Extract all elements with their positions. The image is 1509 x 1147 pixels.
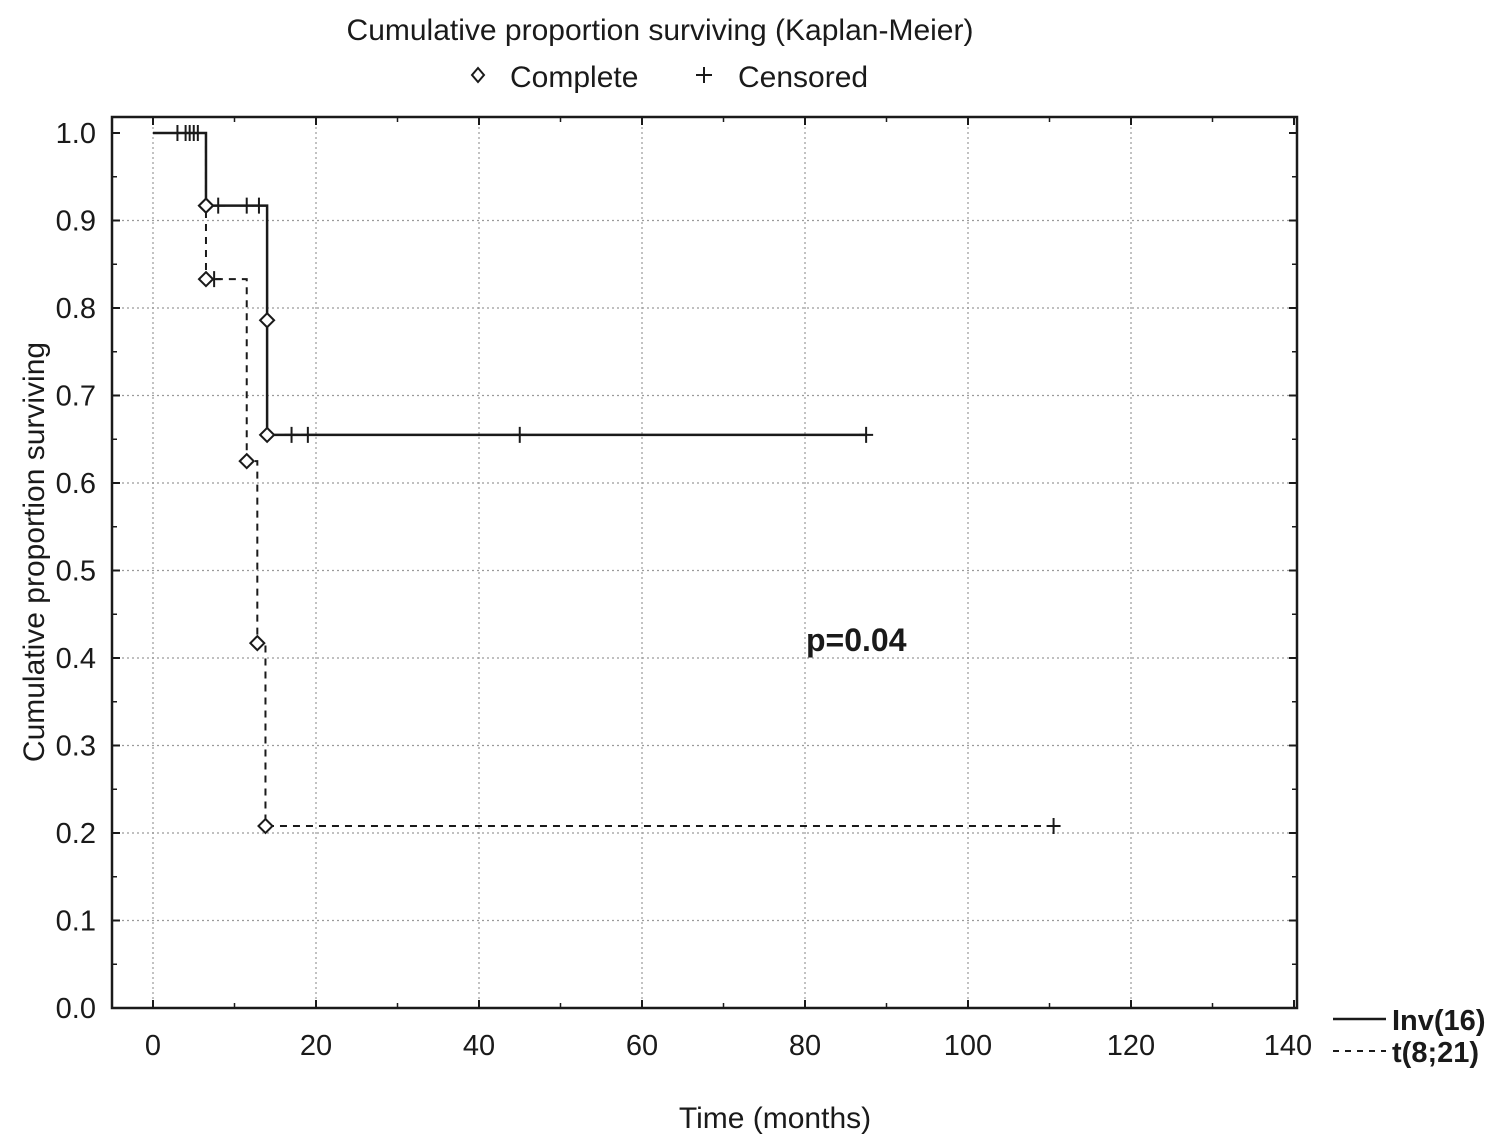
censored-marker xyxy=(239,197,254,214)
series-t821 xyxy=(197,133,1061,835)
x-tick-label: 60 xyxy=(626,1030,658,1062)
y-tick-label: 0.2 xyxy=(56,818,96,850)
plot-area-frame xyxy=(110,115,1299,1010)
x-tick-label: 80 xyxy=(789,1030,821,1062)
x-tick-label: 100 xyxy=(944,1030,992,1062)
chart-title: Cumulative proportion surviving (Kaplan-… xyxy=(347,14,974,47)
x-axis-ticks: 0 20 40 60 80 100 120 140 xyxy=(145,117,1312,1062)
censored-marker xyxy=(300,426,315,443)
x-tick-label: 120 xyxy=(1107,1030,1155,1062)
complete-marker xyxy=(258,311,276,329)
series-legend: Inv(16) t(8;21) xyxy=(1333,1005,1485,1069)
complete-marker xyxy=(257,817,274,835)
series-layer xyxy=(153,125,1061,835)
y-tick-label: 0.6 xyxy=(56,468,96,500)
y-tick-label: 0.3 xyxy=(56,731,96,763)
legend-censored-label: Censored xyxy=(738,61,868,94)
complete-marker xyxy=(238,452,256,470)
x-tick-label: 20 xyxy=(300,1030,332,1062)
censored-marker xyxy=(1046,818,1061,834)
y-tick-label: 0.8 xyxy=(56,293,96,325)
complete-marker xyxy=(197,197,215,215)
y-tick-label: 0.1 xyxy=(56,906,96,938)
y-axis-ticks: 0.0 0.1 0.2 0.3 0.4 0.5 0.6 0.7 0.8 0.9 1.0 xyxy=(56,118,1297,1025)
legend-complete-label: Complete xyxy=(510,61,638,94)
series-legend-label-inv16: Inv(16) xyxy=(1392,1005,1485,1037)
x-tick-label: 140 xyxy=(1264,1030,1312,1062)
series-line-t821 xyxy=(204,133,1054,827)
legend-complete-marker xyxy=(470,66,486,84)
y-tick-label: 0.9 xyxy=(56,206,96,238)
complete-marker xyxy=(248,634,266,652)
y-tick-label: 0.4 xyxy=(56,643,96,675)
p-value-annotation: p=0.04 xyxy=(806,622,907,658)
series-legend-label-t821: t(8;21) xyxy=(1392,1037,1479,1069)
marker-legend: Complete Censored xyxy=(470,61,868,94)
x-axis-label: Time (months) xyxy=(679,1102,871,1135)
censored-marker xyxy=(284,426,299,443)
y-axis-label: Cumulative proportion surviving xyxy=(18,342,51,762)
censored-marker xyxy=(190,125,205,141)
complete-marker xyxy=(258,426,276,444)
legend-censored-marker xyxy=(696,67,712,83)
y-tick-label: 0.7 xyxy=(56,381,96,413)
y-tick-label: 1.0 xyxy=(56,118,96,150)
censored-marker xyxy=(512,426,527,443)
censored-marker xyxy=(859,426,874,443)
y-tick-label: 0.5 xyxy=(56,556,96,588)
grid xyxy=(112,117,1297,1008)
censored-marker xyxy=(251,197,266,214)
complete-marker xyxy=(197,270,215,288)
y-tick-label: 0.0 xyxy=(56,993,96,1025)
x-tick-label: 0 xyxy=(145,1030,161,1062)
series-line-inv16 xyxy=(153,131,867,437)
x-tick-label: 40 xyxy=(463,1030,495,1062)
